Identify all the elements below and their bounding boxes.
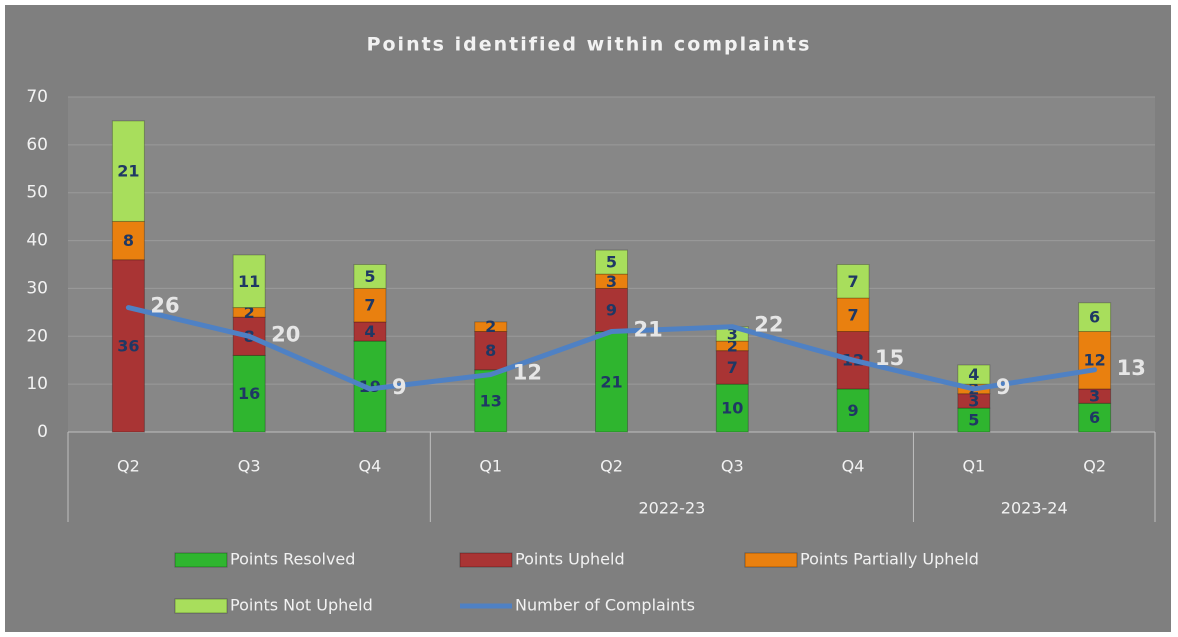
x-tick-label: Q3 <box>238 457 261 476</box>
legend-swatch <box>174 598 228 614</box>
bar-segment <box>232 254 266 309</box>
bar-segment <box>474 331 508 371</box>
legend-swatch <box>459 552 513 568</box>
y-tick-label: 20 <box>26 326 48 346</box>
line-series <box>125 305 1098 392</box>
data-label: 3 <box>727 324 738 343</box>
data-label: 4 <box>364 322 375 341</box>
legend-label: Points Partially Upheld <box>800 550 979 569</box>
bar-segment <box>111 259 145 433</box>
x-tick-label: Q4 <box>842 457 865 476</box>
group-label: 2022-23 <box>638 499 705 518</box>
data-label: 13 <box>480 391 502 410</box>
data-label: 3 <box>968 391 979 410</box>
line-label: 9 <box>996 375 1011 399</box>
data-label: 8 <box>485 341 496 360</box>
data-label: 3 <box>606 272 617 291</box>
chart-title: Points identified within complaints <box>367 34 812 56</box>
bar-segment <box>474 321 508 332</box>
bar-segment <box>111 220 145 261</box>
data-label: 5 <box>968 411 979 430</box>
line-label: 21 <box>634 318 663 342</box>
legend-label: Points Not Upheld <box>230 596 373 615</box>
bar-segment <box>715 350 749 385</box>
data-label: 7 <box>847 272 858 291</box>
data-label: 11 <box>238 272 260 291</box>
data-label: 3 <box>1089 387 1100 406</box>
data-label: 5 <box>364 267 375 286</box>
x-tick-label: Q2 <box>600 457 623 476</box>
x-tick-label: Q2 <box>1083 457 1106 476</box>
data-label: 36 <box>117 336 139 355</box>
bar-segment <box>595 273 628 289</box>
legend-swatch <box>744 552 798 568</box>
legend-label: Number of Complaints <box>515 596 695 615</box>
data-label: 6 <box>1089 308 1100 327</box>
bar-segment <box>474 369 508 433</box>
data-label: 7 <box>727 358 738 377</box>
line-label: 26 <box>150 294 179 318</box>
data-label: 2 <box>727 336 738 355</box>
line-label: 13 <box>1117 356 1146 380</box>
x-tick-label: Q4 <box>359 457 382 476</box>
bar-segment <box>836 264 870 299</box>
line-label: 15 <box>875 346 904 370</box>
data-label: 2 <box>485 317 496 336</box>
bar-segment <box>595 249 628 275</box>
bar-segment <box>111 120 145 222</box>
bar-segment <box>715 383 749 433</box>
x-tick-label: Q3 <box>721 457 744 476</box>
y-tick-label: 40 <box>26 231 48 251</box>
bar-segment <box>353 264 387 289</box>
y-tick-label: 0 <box>37 422 48 442</box>
data-label: 4 <box>968 365 979 384</box>
data-label: 7 <box>847 305 858 324</box>
bar-segment <box>836 388 870 433</box>
data-label: 7 <box>364 296 375 315</box>
bar-segment <box>595 331 628 433</box>
data-label: 9 <box>847 401 858 420</box>
line-label: 9 <box>392 375 407 399</box>
x-tick-label: Q2 <box>117 457 140 476</box>
data-label: 5 <box>606 253 617 272</box>
line-label: 20 <box>271 322 300 346</box>
legend-swatch <box>174 552 228 568</box>
y-tick-label: 30 <box>26 278 48 298</box>
data-label: 21 <box>600 372 622 391</box>
y-tick-label: 70 <box>26 87 48 107</box>
data-label: 12 <box>1083 351 1105 370</box>
legend-label: Points Upheld <box>515 550 625 569</box>
data-label: 6 <box>1089 408 1100 427</box>
legend-label: Points Resolved <box>230 550 355 569</box>
x-tick-label: Q1 <box>479 457 502 476</box>
line-label: 12 <box>513 361 542 385</box>
group-label: 2023-24 <box>1001 499 1068 518</box>
data-label: 10 <box>721 399 743 418</box>
bar-segment <box>1078 302 1112 332</box>
bar-segment <box>1078 331 1112 390</box>
data-label: 16 <box>238 384 260 403</box>
data-label: 2 <box>244 303 255 322</box>
data-label: 8 <box>123 231 134 250</box>
line-label: 22 <box>754 313 783 337</box>
bar-segment <box>836 297 870 332</box>
y-tick-label: 60 <box>26 135 48 155</box>
bar-segment <box>957 364 991 385</box>
y-tick-label: 50 <box>26 183 48 203</box>
y-tick-label: 10 <box>26 374 48 394</box>
data-label: 21 <box>117 162 139 181</box>
data-label: 9 <box>606 300 617 319</box>
x-tick-label: Q1 <box>962 457 985 476</box>
